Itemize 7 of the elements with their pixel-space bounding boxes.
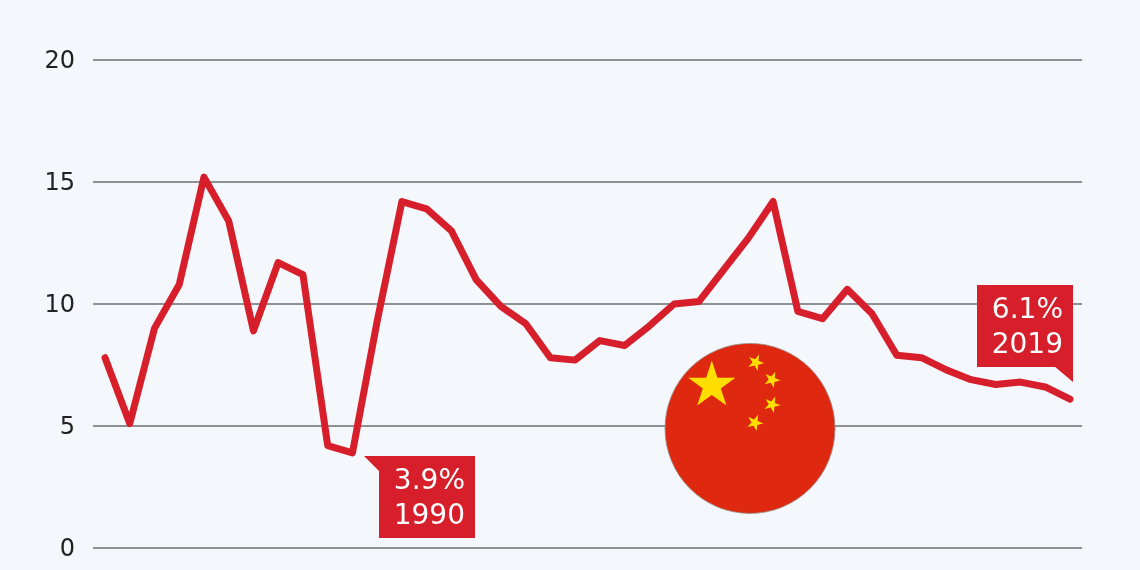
- annotation: 3.9% 1990: [393, 463, 465, 531]
- y-tick-label: 15: [44, 168, 75, 197]
- y-tick-label: 0: [59, 534, 75, 563]
- y-tick-label: 20: [44, 46, 75, 75]
- y-tick-label: 10: [44, 290, 75, 319]
- y-tick-label: 5: [59, 412, 75, 441]
- annotation: 6.1% 2019: [991, 292, 1063, 360]
